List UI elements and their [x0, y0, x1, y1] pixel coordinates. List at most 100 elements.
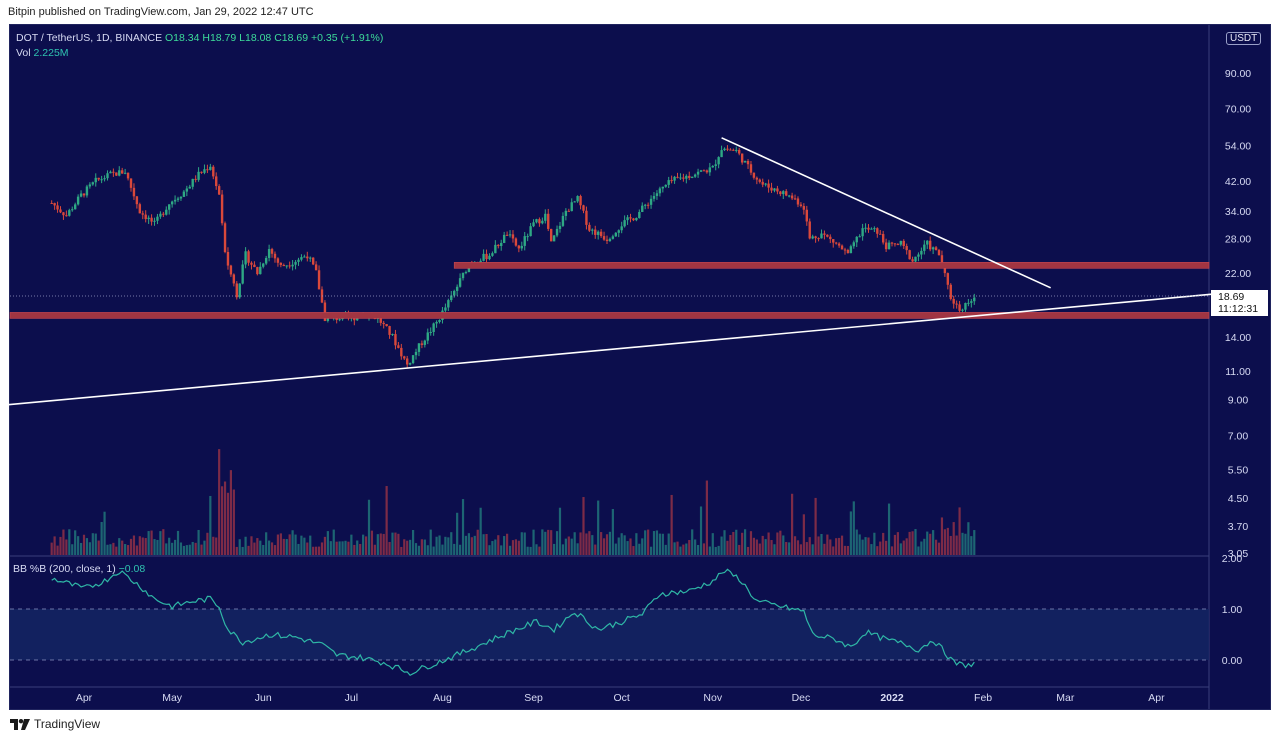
volume-bar: [829, 539, 832, 555]
volume-bar: [591, 535, 594, 555]
candle-body: [544, 213, 547, 221]
volume-bar: [964, 533, 967, 555]
volume-bar: [403, 539, 406, 555]
candle-body: [215, 176, 218, 187]
volume-bar: [285, 539, 288, 555]
candle-body: [320, 289, 324, 303]
volume-bar: [97, 540, 100, 555]
candle-body: [203, 169, 206, 173]
candle-body: [120, 170, 124, 174]
price-tick-label: 28.00: [1225, 234, 1251, 246]
volume-bar: [394, 532, 397, 555]
volume-bar: [441, 544, 444, 555]
volume-bar: [688, 540, 691, 555]
volume-bar: [300, 535, 303, 555]
volume-bar: [341, 541, 344, 555]
volume-bar: [729, 534, 732, 555]
time-tick-label: Jun: [255, 692, 272, 704]
candle-body: [970, 301, 973, 303]
candle-body: [884, 242, 888, 250]
volume-bar: [626, 541, 629, 555]
volume-bar: [206, 532, 209, 555]
candle-body: [914, 256, 917, 262]
candle-body: [264, 257, 268, 264]
candle-body: [482, 253, 485, 261]
volume-bar: [282, 538, 285, 555]
volume-bar: [905, 538, 908, 555]
volume-bar: [843, 545, 847, 555]
candle-body: [643, 204, 647, 206]
candle-body: [382, 322, 385, 325]
price-tick-label: 90.00: [1225, 68, 1251, 80]
volume-bar: [952, 522, 955, 555]
candle-body: [849, 246, 853, 254]
volume-bar: [505, 533, 509, 555]
candle-body: [896, 244, 900, 246]
volume-bar: [232, 489, 235, 555]
volume-bar: [508, 545, 512, 555]
volume-bar: [749, 531, 753, 555]
volume-bar: [497, 535, 500, 555]
candle-body: [62, 212, 65, 216]
candle-body: [629, 217, 632, 219]
volume-bar: [414, 543, 418, 555]
volume-bar: [53, 536, 56, 555]
candle-body: [123, 172, 127, 174]
volume-bar: [273, 545, 277, 555]
candle-body: [576, 196, 579, 202]
volume-bar: [620, 533, 623, 555]
volume-bar: [467, 533, 471, 555]
candle-body: [444, 307, 447, 311]
candle-body: [197, 171, 200, 180]
volume-bar: [226, 492, 230, 555]
volume-bar: [735, 529, 738, 555]
chart-panel[interactable]: [9, 24, 1271, 710]
support-resistance-zone: [9, 312, 1210, 319]
candle-body: [649, 198, 653, 205]
candle-body: [958, 304, 961, 311]
volume-bar: [500, 545, 503, 555]
volume-bar: [68, 529, 71, 555]
candle-body: [605, 239, 609, 242]
volume-bar: [826, 534, 829, 555]
candle-body: [820, 233, 823, 239]
volume-bar: [191, 541, 194, 555]
volume-bar: [109, 544, 112, 555]
bb-percent-line: [51, 568, 975, 677]
candle-body: [520, 245, 523, 249]
volume-bar: [658, 533, 661, 555]
volume-bar: [332, 529, 335, 555]
candle-body: [432, 323, 435, 333]
candle-body: [738, 149, 741, 154]
volume-bar: [279, 533, 282, 555]
candle-body: [435, 321, 438, 324]
volume-bar: [203, 540, 206, 555]
candle-body: [241, 264, 244, 284]
volume-bar: [914, 529, 917, 555]
candle-body: [923, 244, 926, 251]
volume-bar: [691, 529, 694, 555]
candle-body: [632, 218, 635, 221]
volume-bar: [65, 539, 68, 555]
volume-bar: [364, 536, 368, 555]
candle-body: [176, 198, 180, 200]
currency-button[interactable]: USDT: [1226, 32, 1262, 45]
volume-bar: [793, 536, 797, 555]
volume-bar: [846, 545, 850, 555]
candle-body: [338, 319, 341, 321]
volume-bar: [864, 537, 867, 555]
time-tick-label: May: [162, 692, 183, 704]
volume-bar: [312, 546, 315, 555]
candle-body: [526, 236, 529, 238]
volume-bar: [670, 494, 673, 555]
candle-body: [259, 266, 262, 275]
volume-bar: [253, 542, 256, 555]
candle-body: [141, 213, 144, 215]
volume-bar: [561, 544, 565, 555]
volume-bar: [899, 543, 902, 555]
candle-body: [870, 228, 873, 230]
candle-body: [805, 209, 808, 222]
candle-body: [931, 247, 935, 250]
volume-bar: [458, 544, 462, 555]
